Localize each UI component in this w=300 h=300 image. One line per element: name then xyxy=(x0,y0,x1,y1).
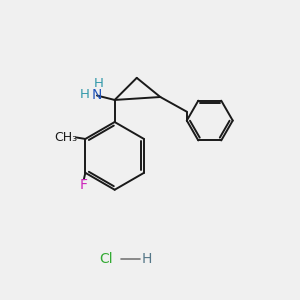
Text: Cl: Cl xyxy=(99,252,112,266)
Text: N: N xyxy=(92,88,102,102)
Text: CH₃: CH₃ xyxy=(55,131,78,144)
Text: H: H xyxy=(94,77,103,90)
Text: H: H xyxy=(80,88,90,100)
Text: F: F xyxy=(80,178,88,192)
Text: H: H xyxy=(142,252,152,266)
